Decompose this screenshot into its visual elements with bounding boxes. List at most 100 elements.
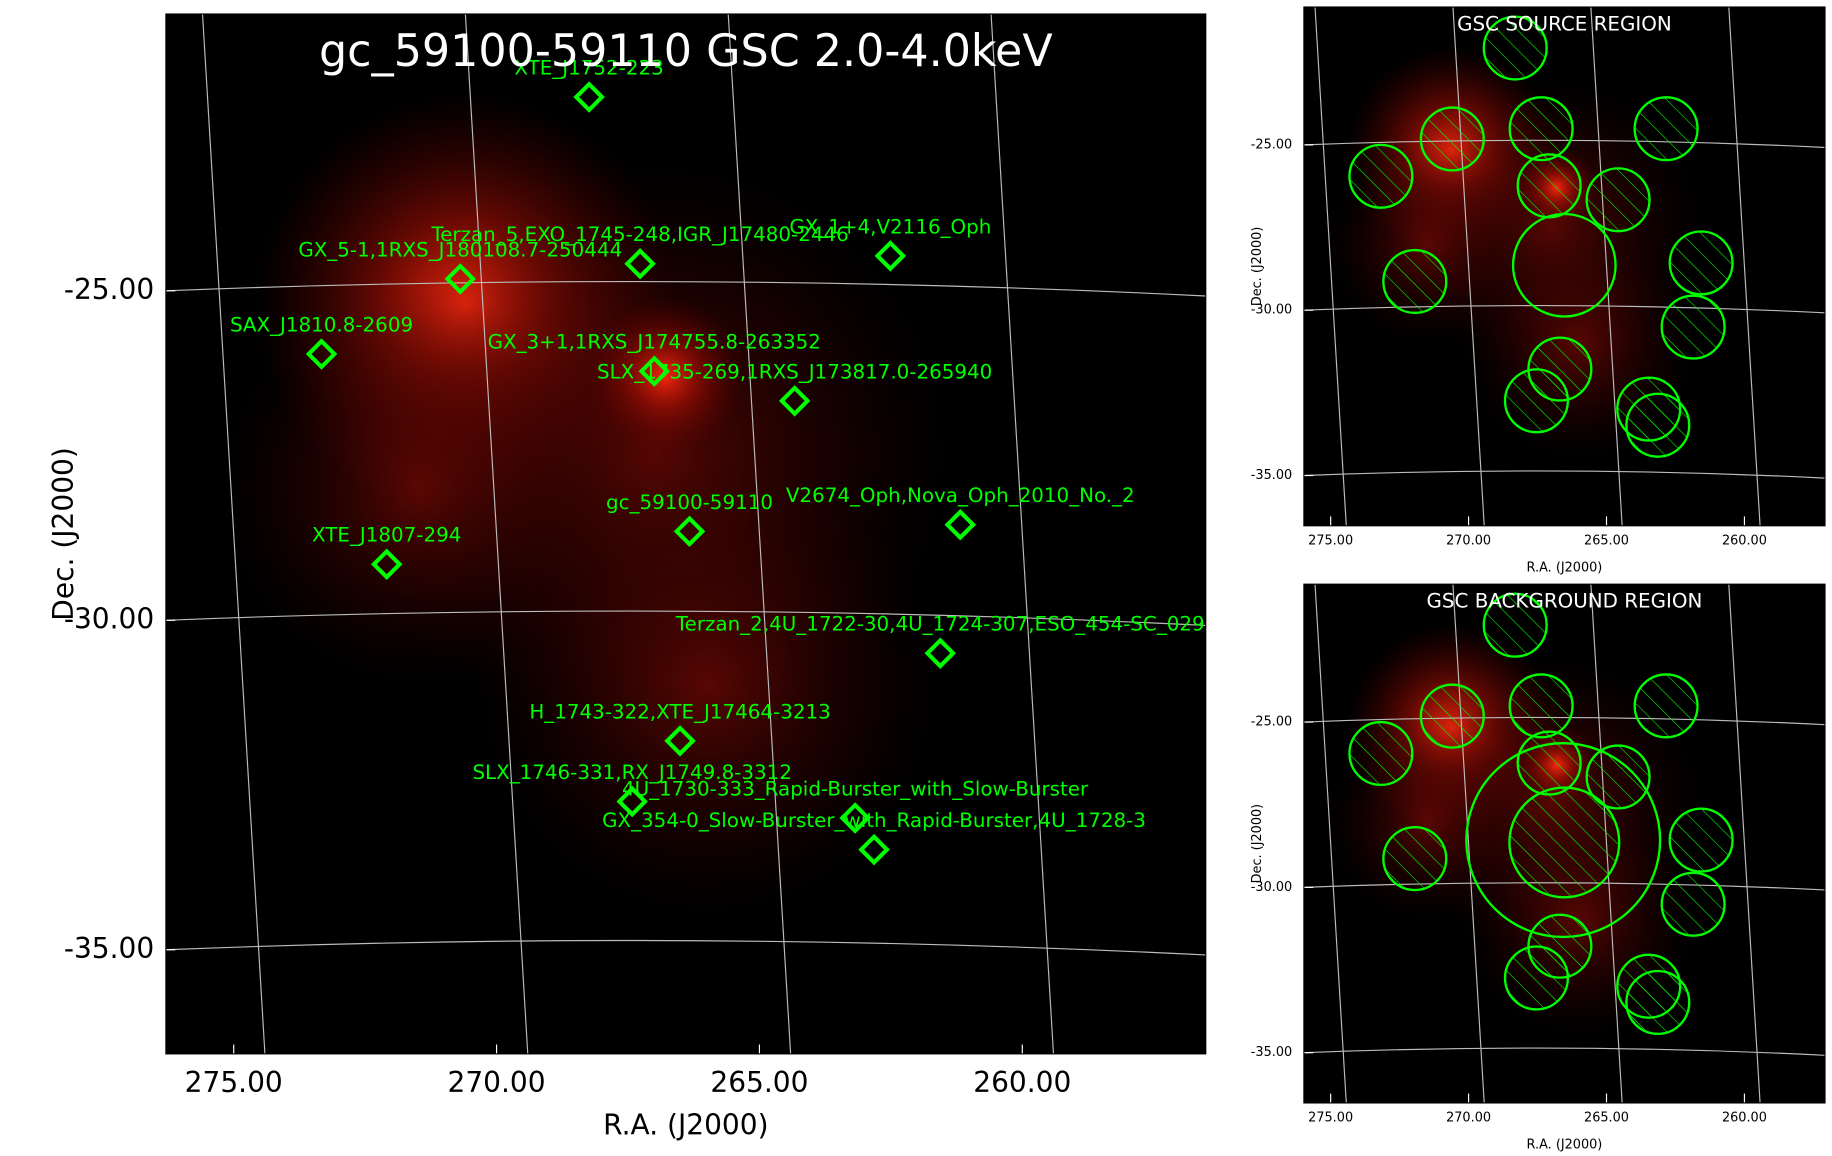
y-tick-label: -35.00 <box>1251 468 1292 483</box>
region <box>1419 106 1485 172</box>
y-tick-label: -30.00 <box>1251 880 1292 895</box>
y-tick-label: -25.00 <box>1251 137 1292 152</box>
source-marker <box>664 725 696 757</box>
grid-line <box>201 14 266 1054</box>
chart-title: GSC SOURCE REGION <box>1457 12 1672 35</box>
emission <box>220 290 616 687</box>
region <box>1633 673 1699 739</box>
y-tick-label: -30.00 <box>1251 303 1292 318</box>
x-axis-label: R.A. (J2000) <box>1527 1138 1603 1153</box>
x-axis-label: R.A. (J2000) <box>603 1108 768 1141</box>
panel: XTE_J1752-223 Terzan_5,EXO_1745-248,IGR_J… <box>47 13 1207 1141</box>
grid-line <box>990 14 1055 1054</box>
plot-frame <box>1303 6 1826 527</box>
source-marker <box>924 637 957 669</box>
source-marker <box>305 338 338 370</box>
x-tick-label: 270.00 <box>1446 1111 1491 1126</box>
y-axis-label: Dec. (J2000) <box>1250 804 1265 884</box>
region <box>1668 230 1734 296</box>
emission <box>585 297 744 456</box>
grid-line <box>165 610 1206 627</box>
source-label: V2674_Oph,Nova_Oph_2010_No._2 <box>786 484 1135 507</box>
source-label: XTE_J1752-223 <box>514 57 663 80</box>
region <box>1660 871 1726 937</box>
region <box>1633 96 1699 162</box>
y-tick-label: -25.00 <box>1251 715 1292 730</box>
grid-line <box>1303 1047 1825 1056</box>
plot-frame <box>1303 583 1826 1104</box>
grid-line <box>1314 7 1347 526</box>
y-tick-label: -35.00 <box>1251 1045 1292 1060</box>
region <box>1585 167 1651 233</box>
y-tick-label: -35.00 <box>64 932 154 965</box>
region <box>1348 143 1414 209</box>
chart-title: gc_59100-59110 GSC 2.0-4.0keV <box>319 26 1053 77</box>
grid-line <box>165 939 1206 956</box>
region <box>1585 744 1651 810</box>
region <box>1516 730 1582 796</box>
y-axis-label: Dec. (J2000) <box>47 447 80 621</box>
region <box>1516 153 1582 219</box>
x-tick-label: 260.00 <box>973 1066 1071 1099</box>
grid-line <box>1303 305 1825 314</box>
grid-line <box>464 14 529 1054</box>
region <box>1382 826 1448 892</box>
x-tick-label: 275.00 <box>1308 1111 1353 1126</box>
source-label: GX_3+1,1RXS_J174755.8-263352 <box>488 331 821 354</box>
source-marker <box>778 385 811 417</box>
grid-line <box>1728 7 1761 526</box>
x-tick-label: 275.00 <box>1308 533 1353 548</box>
grid-line <box>1452 584 1485 1103</box>
source-label: 4U_1730-333_Rapid-Burster_with_Slow-Burs… <box>622 777 1089 800</box>
x-tick-label: 265.00 <box>710 1066 808 1099</box>
source-marker <box>874 240 907 272</box>
x-tick-label: 260.00 <box>1722 1111 1767 1126</box>
source-label: SLX_1735-269,1RXS_J173817.0-265940 <box>597 360 992 383</box>
region <box>1508 786 1621 899</box>
region <box>1503 368 1570 434</box>
x-tick-label: 260.00 <box>1722 533 1767 548</box>
x-tick-label: 275.00 <box>185 1066 283 1099</box>
grid-line <box>1728 584 1761 1103</box>
source-marker <box>444 263 477 295</box>
x-tick-label: 270.00 <box>448 1066 546 1099</box>
region <box>1382 248 1448 315</box>
region <box>1660 294 1726 360</box>
x-tick-label: 265.00 <box>1584 1111 1629 1126</box>
source-marker <box>573 81 605 113</box>
x-tick-label: 270.00 <box>1446 533 1491 548</box>
source-marker <box>638 355 671 387</box>
panel: 275.00 270.00 265.00 260.00 -25.00 -30.00 -35.… <box>1250 6 1826 575</box>
region <box>1511 212 1617 318</box>
chart-title: GSC BACKGROUND REGION <box>1427 590 1703 613</box>
y-tick-label: -25.00 <box>64 273 154 306</box>
source-label: SLX_1746-331,RX_J1749.8-3312 <box>472 761 792 784</box>
x-axis-label: R.A. (J2000) <box>1527 560 1603 575</box>
source-label: GX_354-0_Slow-Burster_with_Rapid-Burster… <box>602 809 1146 832</box>
y-axis-label: Dec. (J2000) <box>1250 227 1265 307</box>
plot-frame <box>165 13 1207 1055</box>
region <box>1508 96 1574 162</box>
source-marker <box>616 785 648 818</box>
source-marker <box>370 548 403 581</box>
region <box>1419 683 1485 749</box>
panel: 275.00 270.00 265.00 260.00 -25.00 -30.00 -35.… <box>1250 583 1826 1153</box>
region <box>1508 673 1574 739</box>
source-label: XTE_J1807-294 <box>312 524 461 547</box>
source-label: H_1743-322,XTE_J17464-3213 <box>529 700 830 723</box>
source-marker <box>624 248 656 280</box>
source-label: Terzan_2,4U_1722-30,4U_1724-307,ESO_454-… <box>675 613 1205 636</box>
source-marker <box>839 802 871 834</box>
source-label: SAX_J1810.8-2609 <box>230 314 413 337</box>
plot-area <box>1303 7 1825 526</box>
source-marker <box>673 515 706 548</box>
plot-area <box>1303 584 1825 1103</box>
y-tick-label: -30.00 <box>64 602 154 635</box>
x-tick-label: 265.00 <box>1584 533 1629 548</box>
grid-line <box>1452 7 1485 526</box>
grid-line <box>165 280 1206 297</box>
region <box>1668 807 1734 873</box>
source-marker <box>858 833 890 866</box>
grid-line <box>1314 584 1347 1103</box>
